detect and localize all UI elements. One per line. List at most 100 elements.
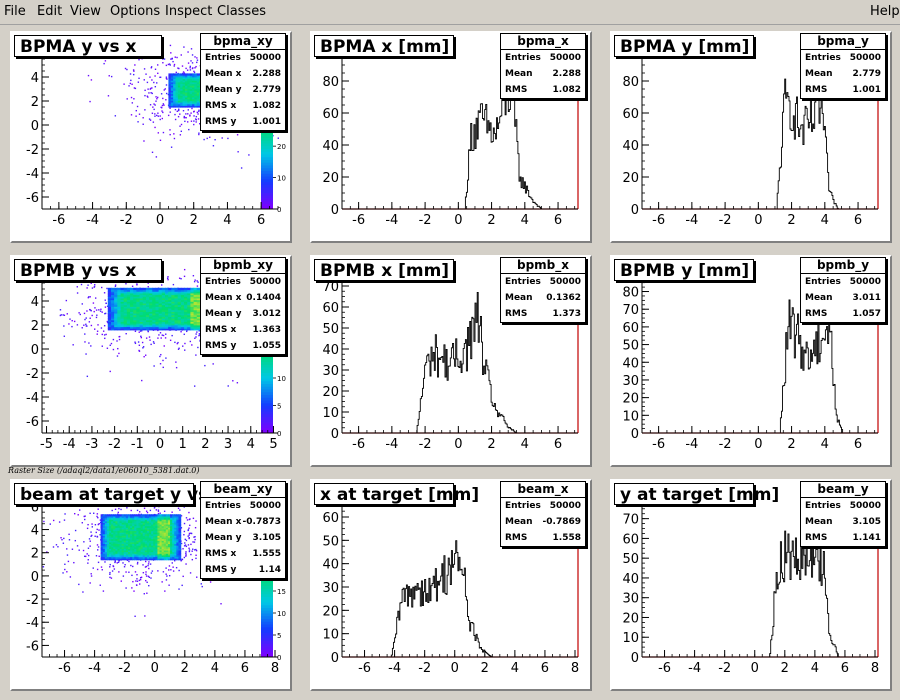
x-tick-label: 0 [451, 661, 459, 676]
pad-bpma_y[interactable]: -6-4-20246020406080100BPMA y [mm]bpma_yE… [610, 31, 892, 243]
z-tick-label: 15 [277, 588, 286, 596]
pad-beam_y[interactable]: -6-4-20246801020304050607080y at target … [610, 479, 892, 691]
y-tick-label: -6 [26, 191, 39, 206]
menu-view[interactable]: View [70, 4, 101, 19]
y-tick-label: 20 [322, 385, 339, 400]
y-tick-label: -4 [26, 616, 39, 631]
y-tick-label: 10 [622, 409, 639, 424]
y-tick-label: 20 [622, 392, 639, 407]
pad-beam_x[interactable]: -6-4-202468010203040506070x at target [m… [310, 479, 592, 691]
y-tick-label: 2 [31, 95, 39, 110]
stats-value: 3.012 [252, 309, 281, 319]
x-tick-label: -6 [352, 437, 365, 452]
x-tick-label: 0 [454, 437, 462, 452]
stats-value: 50000 [849, 501, 881, 511]
stats-label: Mean y [205, 85, 242, 95]
stats-value: 0.1404 [246, 293, 281, 303]
menu-options[interactable]: Options [110, 4, 161, 19]
x-tick-label: -6 [352, 213, 365, 228]
x-tick-label: 8 [871, 661, 879, 676]
stats-value: 2.288 [552, 69, 581, 79]
x-tick-label: -1 [131, 437, 144, 452]
stats-row: Entries 50000 [801, 498, 885, 514]
stats-label: RMS x [205, 325, 237, 335]
stats-label: Mean [805, 293, 833, 303]
x-tick-label: 6 [554, 437, 562, 452]
stats-row: RMS 1.141 [801, 530, 885, 546]
stats-label: RMS x [205, 549, 237, 559]
stats-box: bpmb_xy Entries 50000 Mean x 0.1404 Mean y 3.0… [200, 257, 286, 355]
stats-box: bpma_y Entries 50000 Mean 2.779 RMS 1.001 [800, 33, 886, 99]
pad-bpmb_y[interactable]: -6-4-202460102030405060708090BPMB y [mm]… [610, 255, 892, 467]
x-tick-label: -4 [685, 437, 698, 452]
x-tick-label: -6 [652, 437, 665, 452]
y-tick-label: 6 [31, 500, 39, 515]
stats-box-name: bpma_y [801, 34, 885, 50]
z-tick-label: 0 [277, 654, 281, 662]
stats-row: RMS 1.057 [801, 306, 885, 322]
x-tick-label: 2 [487, 437, 495, 452]
menu-edit[interactable]: Edit [37, 4, 63, 19]
y-tick-label: 2 [31, 319, 39, 334]
pad-bpma_x[interactable]: -6-4-20246020406080100BPMA x [mm]bpma_xE… [310, 31, 592, 243]
stats-value: 1.082 [552, 85, 581, 95]
y-tick-label: 20 [622, 171, 639, 186]
x-tick-label: 4 [223, 213, 231, 228]
x-tick-label: 3 [224, 437, 232, 452]
y-tick-label: 4 [31, 71, 39, 86]
stats-row: RMS x 1.363 [201, 322, 285, 338]
menu-inspect[interactable]: Inspect [165, 4, 213, 19]
x-tick-label: -6 [52, 213, 65, 228]
y-tick-label: 0 [331, 427, 339, 442]
stats-value: 2.779 [252, 85, 281, 95]
stats-row: Entries 50000 [501, 50, 585, 66]
menu-file[interactable]: File [4, 4, 26, 19]
x-tick-label: 2 [481, 661, 489, 676]
plot-bpma_y: -6-4-20246020406080100 [614, 40, 879, 228]
y-tick-label: 0 [631, 651, 639, 666]
stats-value: 2.779 [852, 69, 881, 79]
stats-row: Mean y 3.105 [201, 530, 285, 546]
y-tick-label: 40 [322, 558, 339, 573]
x-tick-label: -4 [88, 661, 101, 676]
stats-row: Entries 50000 [201, 498, 285, 514]
stats-row: Mean y 2.779 [201, 82, 285, 98]
x-tick-label: 4 [521, 437, 529, 452]
x-tick-label: 2 [181, 661, 189, 676]
stats-row: Entries 50000 [801, 274, 885, 290]
x-tick-label: -4 [388, 661, 401, 676]
x-tick-label: 4 [821, 213, 829, 228]
y-tick-label: 0 [331, 651, 339, 666]
stats-label: RMS x [205, 101, 237, 111]
stats-row: RMS 1.558 [501, 530, 585, 546]
stats-row: Mean 2.288 [501, 66, 585, 82]
y-tick-label: 2 [31, 547, 39, 562]
z-tick-label: 10 [277, 175, 286, 183]
stats-value: -0.7869 [542, 517, 581, 527]
x-tick-label: -6 [658, 661, 671, 676]
stats-value: 1.373 [552, 309, 581, 319]
x-tick-label: -4 [86, 213, 99, 228]
stats-box-name: bpmb_y [801, 258, 885, 274]
pad-title: y at target [mm] [614, 483, 779, 505]
stats-label: RMS [505, 533, 528, 543]
stats-value: 50000 [549, 53, 581, 63]
x-tick-label: 4 [811, 661, 819, 676]
x-tick-label: 6 [257, 213, 265, 228]
stats-value: 50000 [249, 277, 281, 287]
x-tick-label: -6 [652, 213, 665, 228]
x-tick-label: -2 [120, 213, 133, 228]
stats-box: bpma_x Entries 50000 Mean 2.288 RMS 1.082 [500, 33, 586, 99]
menu-classes[interactable]: Classes [217, 4, 266, 19]
menu-help[interactable]: Help [870, 4, 900, 19]
stats-label: Mean x [205, 517, 242, 527]
stats-box-name: beam_xy [201, 482, 285, 498]
stats-box-name: bpmb_x [501, 258, 585, 274]
y-tick-label: 4 [31, 295, 39, 310]
